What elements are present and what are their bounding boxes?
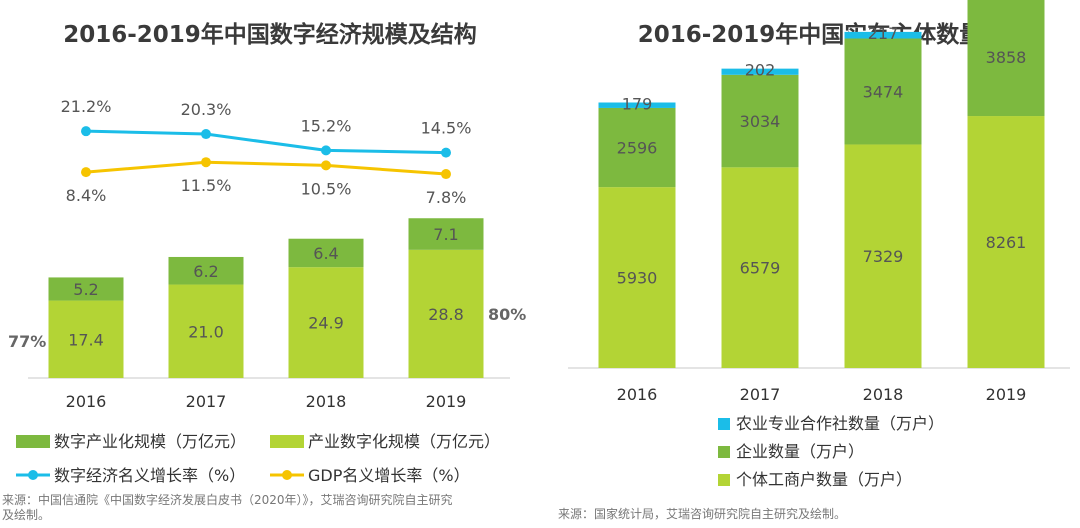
share-annotation-2019: 80% (488, 305, 526, 324)
bar-value-label-0-2018: 24.9 (308, 314, 344, 333)
bar-value-label-agri-cooperative-2018: 217 (868, 24, 899, 43)
legend-swatch-0 (718, 418, 730, 430)
bar-value-label-individual-business-2017: 6579 (740, 259, 781, 278)
bar-agri-cooperative-2016 (598, 102, 676, 108)
bar-enterprise-2019 (967, 0, 1045, 117)
gdp-growth-point-2016 (81, 167, 91, 178)
gdp-growth-label-2017: 11.5% (181, 176, 232, 195)
bar-industry-digitalization-2017 (168, 284, 244, 378)
digital-economy-growth-line (85, 129, 447, 155)
gdp-growth-label-2016: 8.4% (66, 186, 107, 205)
legend-swatch-2 (718, 474, 730, 486)
bar-enterprise-2018 (844, 38, 922, 145)
bar-industry-digitalization-2018 (288, 267, 364, 378)
legend-label-2: 个体工商户数量（万户） (736, 470, 912, 489)
market-entities-panel: 2016-2019年中国实有主体数量 5930 2596 179 2016 6579 30… (540, 0, 1080, 528)
bar-value-label-agri-cooperative-2017: 202 (745, 61, 776, 80)
legend-swatch-1 (270, 435, 304, 448)
bar-digital-industrialization-2019 (408, 218, 484, 250)
bar-agri-cooperative-2017 (721, 68, 799, 75)
bar-value-label-individual-business-2018: 7329 (863, 247, 904, 266)
x-tick-label-2019: 2019 (986, 385, 1027, 404)
bar-value-label-0-2016: 17.4 (68, 330, 104, 349)
legend-label-1: 产业数字化规模（万亿元） (308, 432, 500, 451)
bar-value-label-1-2019: 7.1 (433, 225, 458, 244)
legend-label-3: GDP名义增长率（%） (308, 466, 470, 485)
market-entities-chart: 2016-2019年中国实有主体数量 5930 2596 179 2016 6579 30… (558, 0, 1070, 521)
digital-economy-panel: 2016-2019年中国数字经济规模及结构 17.4 5.2 2016 21.0 6.2… (2, 21, 526, 522)
gdp-growth-label-2018: 10.5% (301, 179, 352, 198)
bar-value-label-agri-cooperative-2019: 281 (991, 0, 1022, 1)
legend-label-0: 数字产业化规模（万亿元） (54, 432, 246, 451)
x-tick-label-2019: 2019 (426, 392, 467, 411)
bar-value-label-enterprise-2019: 3858 (986, 48, 1027, 67)
bar-industry-digitalization-2016 (48, 300, 124, 378)
bar-digital-industrialization-2016 (48, 277, 124, 301)
x-tick-label-2016: 2016 (66, 392, 107, 411)
bar-value-label-1-2016: 5.2 (73, 280, 98, 299)
digital-economy-growth-label-2018: 15.2% (301, 116, 352, 135)
legend-marker-2 (28, 470, 38, 480)
digital-economy-growth-point-2018 (321, 145, 331, 156)
left-chart-title: 2016-2019年中国数字经济规模及结构 (63, 21, 477, 48)
bar-digital-industrialization-2017 (168, 256, 244, 285)
gdp-growth-point-2019 (441, 169, 451, 180)
legend-swatch-1 (718, 446, 730, 458)
gdp-growth-point-2017 (201, 157, 211, 168)
digital-economy-growth-point-2019 (441, 147, 451, 158)
bar-individual-business-2019 (967, 116, 1045, 369)
digital-economy-growth-point-2016 (81, 126, 91, 137)
bar-value-label-agri-cooperative-2016: 179 (622, 94, 653, 113)
legend-swatch-0 (16, 435, 50, 448)
bar-value-label-individual-business-2016: 5930 (617, 269, 658, 288)
right-chart-title: 2016-2019年中国实有主体数量 (638, 21, 983, 48)
bar-agri-cooperative-2018 (844, 31, 922, 39)
gdp-growth-label-2019: 7.8% (426, 188, 467, 207)
bar-enterprise-2016 (598, 107, 676, 188)
bar-value-label-enterprise-2018: 3474 (863, 82, 904, 101)
bar-value-label-enterprise-2016: 2596 (617, 139, 658, 158)
right-source-line-0: 来源：国家统计局，艾瑞咨询研究院自主研究及绘制。 (558, 506, 846, 521)
legend-label-0: 农业专业合作社数量（万户） (736, 414, 944, 433)
x-tick-label-2018: 2018 (306, 392, 347, 411)
x-tick-label-2017: 2017 (186, 392, 227, 411)
x-tick-label-2018: 2018 (863, 385, 904, 404)
bar-individual-business-2017 (721, 167, 799, 368)
x-tick-label-2016: 2016 (617, 385, 658, 404)
legend-label-1: 企业数量（万户） (736, 442, 864, 461)
bar-value-label-enterprise-2017: 3034 (740, 112, 781, 131)
bar-enterprise-2017 (721, 74, 799, 168)
digital-economy-growth-label-2016: 21.2% (61, 97, 112, 116)
digital-economy-growth-label-2019: 14.5% (421, 119, 472, 138)
gdp-growth-point-2018 (321, 160, 331, 171)
gdp-growth-line (85, 160, 447, 176)
left-source-line-1: 及绘制。 (2, 507, 50, 522)
x-tick-label-2017: 2017 (740, 385, 781, 404)
legend-marker-3 (282, 470, 292, 480)
bar-industry-digitalization-2019 (408, 249, 484, 378)
bar-individual-business-2018 (844, 144, 922, 368)
bar-value-label-1-2018: 6.4 (313, 244, 338, 263)
digital-economy-growth-point-2017 (201, 129, 211, 140)
bar-value-label-1-2017: 6.2 (193, 262, 218, 281)
share-annotation-2016: 77% (8, 332, 46, 351)
bar-value-label-0-2017: 21.0 (188, 322, 224, 341)
digital-economy-growth-label-2017: 20.3% (181, 100, 232, 119)
bar-individual-business-2016 (598, 187, 676, 368)
left-source-line-0: 来源：中国信通院《中国数字经济发展白皮书（2020年）》，艾瑞咨询研究院自主研究 (2, 492, 453, 507)
bar-digital-industrialization-2018 (288, 238, 364, 268)
bar-value-label-individual-business-2019: 8261 (986, 233, 1027, 252)
bar-value-label-0-2019: 28.8 (428, 305, 464, 324)
digital-economy-chart: 2016-2019年中国数字经济规模及结构 17.4 5.2 2016 21.0 6.2… (2, 21, 526, 522)
legend-label-2: 数字经济名义增长率（%） (54, 466, 245, 485)
